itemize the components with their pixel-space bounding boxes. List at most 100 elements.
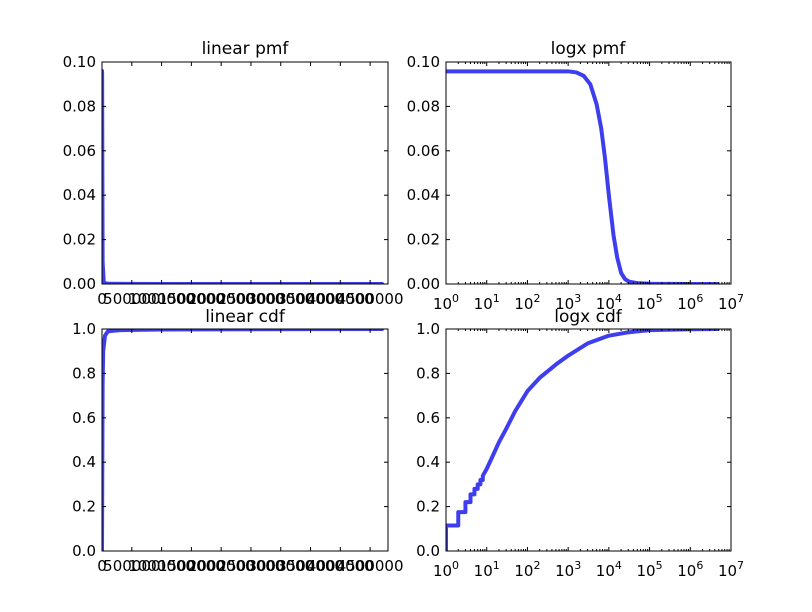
linear-cdf-series bbox=[102, 329, 385, 551]
logx-pmf-xtick-label: 105 bbox=[637, 292, 663, 313]
logx-pmf-ytick-label: 0.04 bbox=[407, 186, 440, 204]
logx-cdf-xtick-exp: 7 bbox=[737, 559, 744, 572]
logx-pmf-ytick-label: 0.08 bbox=[407, 97, 440, 115]
logx-cdf-xtick-label: 102 bbox=[514, 559, 540, 580]
logx-cdf-xtick-base: 10 bbox=[555, 562, 574, 580]
logx-cdf-title: logx cdf bbox=[554, 307, 623, 327]
linear-cdf-panel: linear cdf 0.0 0.2 0.4 0.6 0.8 1.0 05000001000… bbox=[72, 307, 403, 575]
linear-cdf-ticks: 0.0 0.2 0.4 0.6 0.8 1.0 0500000100000015000002… bbox=[72, 320, 403, 575]
linear-pmf-axes-frame bbox=[101, 61, 389, 285]
linear-pmf-title: linear pmf bbox=[202, 39, 290, 59]
logx-pmf-xtick-label: 106 bbox=[677, 292, 703, 313]
logx-cdf-xtick-exp: 0 bbox=[452, 559, 459, 572]
linear-cdf-xtick-label: 3000000 bbox=[247, 557, 314, 575]
logx-cdf-xtick-label: 107 bbox=[718, 559, 744, 580]
logx-cdf-xtick-exp: 3 bbox=[574, 559, 581, 572]
logx-pmf-xtick-exp: 0 bbox=[452, 292, 459, 305]
linear-pmf-xtick-label: 3500000 bbox=[277, 290, 344, 308]
linear-pmf-ytick-label: 0.04 bbox=[63, 186, 96, 204]
logx-pmf-xtick-label: 107 bbox=[718, 292, 744, 313]
logx-cdf-ytick-label: 0.0 bbox=[416, 542, 440, 560]
logx-cdf-ytick-label: 0.6 bbox=[416, 409, 440, 427]
logx-pmf-xtick-exp: 1 bbox=[493, 292, 500, 305]
linear-cdf-ytick-label: 0.4 bbox=[72, 453, 96, 471]
logx-cdf-xtick-label: 103 bbox=[555, 559, 581, 580]
logx-cdf-xtick-exp: 1 bbox=[493, 559, 500, 572]
linear-pmf-xtick-label: 500000 bbox=[103, 290, 160, 308]
linear-cdf-xtick-label: 1000000 bbox=[128, 557, 195, 575]
logx-cdf-ytick-label: 0.2 bbox=[416, 498, 440, 516]
linear-cdf-xtick-label: 4500000 bbox=[337, 557, 404, 575]
linear-pmf-ytick-label: 0.06 bbox=[63, 142, 96, 160]
logx-pmf-xtick-exp: 2 bbox=[533, 292, 540, 305]
logx-pmf-axes-frame bbox=[445, 61, 732, 285]
linear-cdf-ytick-label: 0.0 bbox=[72, 542, 96, 560]
logx-pmf-xtick-label: 100 bbox=[433, 292, 459, 313]
logx-cdf-xtick-base: 10 bbox=[677, 562, 696, 580]
logx-cdf-xtick-base: 10 bbox=[433, 562, 452, 580]
logx-pmf-xtick-label: 101 bbox=[474, 292, 500, 313]
logx-cdf-line bbox=[446, 329, 720, 551]
logx-cdf-xtick-label: 101 bbox=[474, 559, 500, 580]
logx-pmf-xtick-exp: 3 bbox=[574, 292, 581, 305]
logx-pmf-xtick-exp: 5 bbox=[656, 292, 663, 305]
logx-cdf-xtick-exp: 6 bbox=[696, 559, 703, 572]
logx-pmf-xtick-exp: 7 bbox=[737, 292, 744, 305]
linear-cdf-ytick-label: 0.2 bbox=[72, 498, 96, 516]
linear-pmf-xtick-label: 1000000 bbox=[128, 290, 195, 308]
linear-cdf-xtick-label: 3500000 bbox=[277, 557, 344, 575]
logx-pmf-line bbox=[446, 69, 720, 284]
logx-cdf-xtick-label: 105 bbox=[637, 559, 663, 580]
logx-cdf-axes-frame bbox=[445, 328, 732, 552]
linear-cdf-title: linear cdf bbox=[205, 307, 286, 327]
logx-pmf-xtick-label: 102 bbox=[514, 292, 540, 313]
logx-cdf-series bbox=[446, 329, 720, 551]
linear-cdf-ytick-label: 0.8 bbox=[72, 364, 96, 382]
linear-pmf-xtick-label: 1500000 bbox=[158, 290, 225, 308]
logx-pmf-ytick-label: 0.10 bbox=[407, 53, 440, 71]
linear-cdf-ytick-label: 0.6 bbox=[72, 409, 96, 427]
logx-cdf-xtick-base: 10 bbox=[637, 562, 656, 580]
logx-pmf-ytick-label: 0.06 bbox=[407, 142, 440, 160]
logx-pmf-series bbox=[446, 69, 720, 284]
logx-pmf-xtick-exp: 6 bbox=[696, 292, 703, 305]
linear-pmf-ytick-label: 0.10 bbox=[63, 53, 96, 71]
logx-pmf-xtick-base: 10 bbox=[474, 295, 493, 313]
linear-cdf-axes-frame bbox=[101, 328, 389, 552]
linear-cdf-xtick-label: 1500000 bbox=[158, 557, 225, 575]
linear-pmf-xtick-label: 2000000 bbox=[188, 290, 255, 308]
logx-cdf-xtick-base: 10 bbox=[596, 562, 615, 580]
logx-cdf-xtick-base: 10 bbox=[474, 562, 493, 580]
logx-pmf-xtick-base: 10 bbox=[596, 295, 615, 313]
logx-cdf-xtick-label: 100 bbox=[433, 559, 459, 580]
linear-cdf-xtick-label: 2000000 bbox=[188, 557, 255, 575]
linear-pmf-ytick-label: 0.08 bbox=[63, 97, 96, 115]
linear-pmf-ytick-label: 0.02 bbox=[63, 231, 96, 249]
logx-cdf-xtick-base: 10 bbox=[514, 562, 533, 580]
logx-cdf-ytick-label: 0.8 bbox=[416, 364, 440, 382]
logx-pmf-xtick-base: 10 bbox=[677, 295, 696, 313]
linear-pmf-xtick-label: 4000000 bbox=[307, 290, 374, 308]
linear-cdf-xtick-label: 500000 bbox=[103, 557, 160, 575]
logx-pmf-ytick-label: 0.02 bbox=[407, 231, 440, 249]
logx-pmf-xtick-label: 104 bbox=[596, 292, 622, 313]
linear-cdf-xtick-label: 2500000 bbox=[218, 557, 285, 575]
linear-pmf-xtick-label: 2500000 bbox=[218, 290, 285, 308]
logx-pmf-xtick-base: 10 bbox=[718, 295, 737, 313]
logx-cdf-xtick-base: 10 bbox=[718, 562, 737, 580]
logx-pmf-xtick-base: 10 bbox=[555, 295, 574, 313]
logx-pmf-xtick-exp: 4 bbox=[615, 292, 622, 305]
logx-pmf-xtick-base: 10 bbox=[433, 295, 452, 313]
logx-pmf-ytick-label: 0.00 bbox=[407, 275, 440, 293]
linear-pmf-ytick-label: 0.00 bbox=[63, 275, 96, 293]
logx-cdf-xtick-exp: 4 bbox=[615, 559, 622, 572]
logx-cdf-ytick-label: 1.0 bbox=[416, 320, 440, 338]
linear-pmf-xtick-label: 4500000 bbox=[337, 290, 404, 308]
logx-cdf-xtick-label: 104 bbox=[596, 559, 622, 580]
